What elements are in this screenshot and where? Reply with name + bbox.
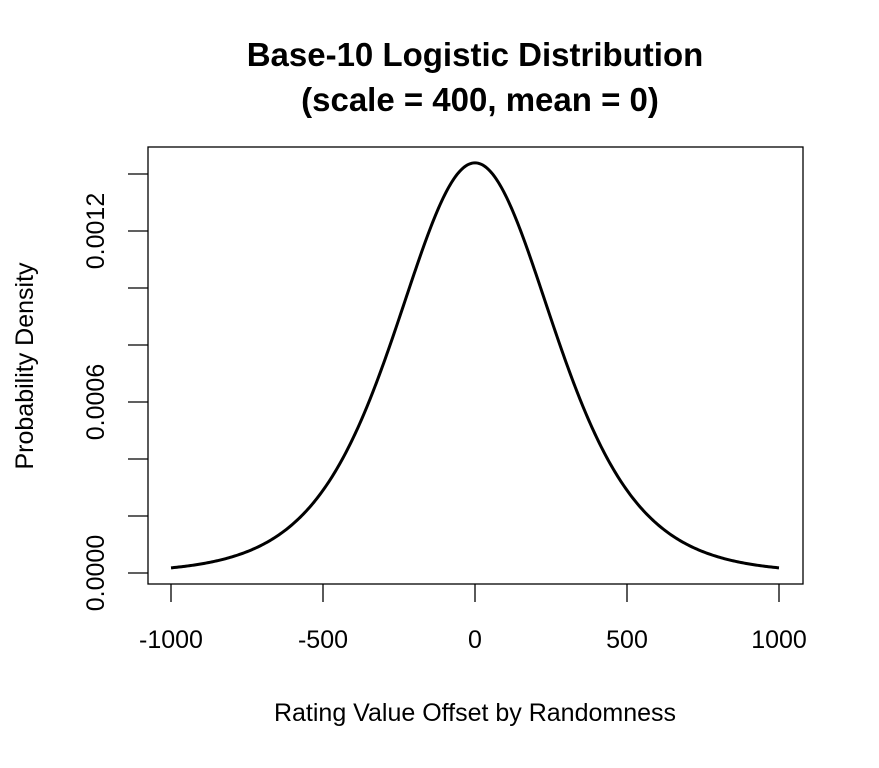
y-axis: 0.0000 0.0006 0.0012: [82, 173, 148, 611]
x-tick-label: 500: [606, 626, 648, 654]
plot-area: [147, 146, 804, 585]
x-axis: -1000 -500 0 500 1000: [139, 584, 807, 654]
density-curve: [170, 161, 780, 570]
y-tick-label: 0.0006: [82, 364, 110, 440]
x-tick-label: -1000: [139, 626, 203, 654]
y-axis-label: Probability Density: [11, 262, 39, 470]
x-tick-label: -500: [298, 626, 348, 654]
x-tick-label: 1000: [751, 626, 807, 654]
chart-title: Base-10 Logistic Distribution: [247, 36, 704, 73]
x-axis-label: Rating Value Offset by Randomness: [274, 699, 676, 727]
chart-subtitle: (scale = 400, mean = 0): [301, 81, 659, 118]
y-tick-label: 0.0012: [82, 193, 110, 269]
x-tick-label: 0: [468, 626, 482, 654]
y-tick-label: 0.0000: [82, 535, 110, 611]
